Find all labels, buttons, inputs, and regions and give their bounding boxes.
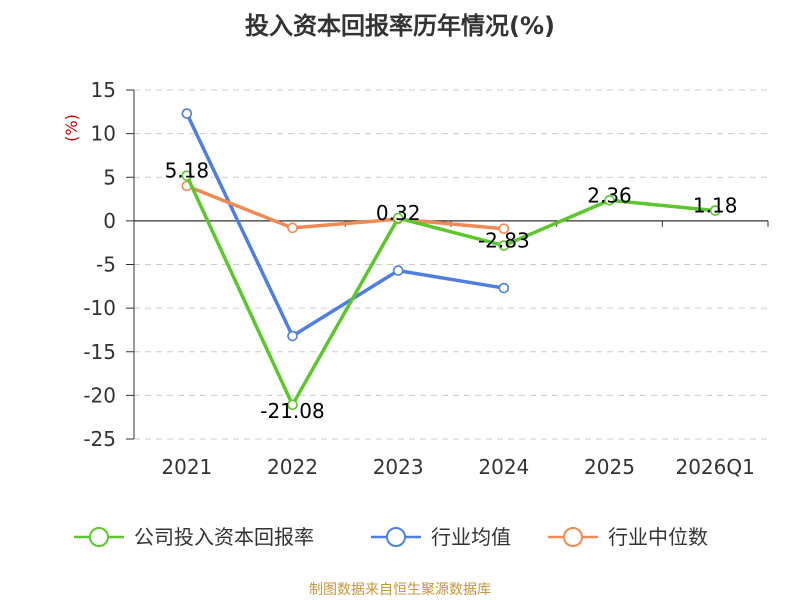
- legend-item: 行业中位数: [548, 525, 708, 549]
- data-label: 5.18: [165, 159, 210, 183]
- data-label: -2.83: [478, 229, 530, 253]
- y-tick-label: -10: [83, 296, 116, 320]
- legend-marker: [89, 527, 109, 547]
- data-point: [287, 222, 298, 234]
- y-tick-label: -20: [83, 383, 116, 407]
- series-line-0: [185, 174, 716, 407]
- data-point: [181, 170, 193, 181]
- legend: 公司投入资本回报率 行业均值 行业中位数: [74, 525, 708, 549]
- x-tick-label: 2025: [584, 455, 635, 479]
- legend-item: 公司投入资本回报率: [74, 525, 314, 549]
- y-tick-label: 10: [91, 122, 116, 146]
- data-point: [287, 399, 298, 411]
- x-tick-label: 2022: [267, 455, 318, 479]
- data-point: [604, 194, 615, 206]
- y-tick-label: -15: [83, 340, 116, 364]
- y-axis-label: (%): [62, 114, 81, 142]
- data-label: -21.08: [260, 399, 324, 423]
- data-point: [709, 205, 721, 216]
- x-tick-label: 2021: [161, 455, 212, 479]
- grid-lines: [126, 89, 768, 440]
- legend-label: 行业均值: [431, 525, 511, 549]
- source-note: 制图数据来自恒生聚源数据库: [309, 582, 491, 598]
- y-tick-labels: 15 10 5 0 -5 -10 -15 -20 -25: [83, 78, 116, 451]
- data-point: [392, 212, 404, 224]
- series-lines: [181, 108, 721, 411]
- data-label: 2.36: [587, 183, 632, 207]
- x-tick-label: 2023: [373, 455, 424, 479]
- data-label: 1.18: [693, 194, 738, 218]
- legend-item: 行业均值: [371, 525, 511, 549]
- series-line-1: [185, 112, 505, 338]
- data-point: [498, 223, 510, 235]
- data-labels: 5.18 -21.08 0.32 -2.83 2.36 1.18: [165, 159, 738, 423]
- y-tick-label: -5: [96, 253, 116, 277]
- legend-marker: [563, 527, 583, 547]
- x-tick-label: 2024: [478, 455, 529, 479]
- y-tick-label: 5: [103, 165, 116, 189]
- legend-marker: [386, 527, 406, 547]
- series-line-2: [186, 184, 504, 231]
- y-tick-label: 0: [103, 209, 116, 233]
- data-point: [181, 108, 193, 119]
- legend-label: 行业中位数: [608, 525, 708, 549]
- y-tick-label: -25: [83, 427, 116, 451]
- data-point: [287, 330, 298, 342]
- data-point: [392, 265, 404, 276]
- y-tick-label: 15: [91, 78, 116, 102]
- chart-title: 投入资本回报率历年情况(%): [245, 12, 555, 40]
- data-point: [498, 282, 510, 294]
- data-point: [498, 240, 510, 251]
- x-tick-labels: 2021 2022 2023 2024 2025 2026Q1: [161, 455, 754, 479]
- data-label: 0.32: [376, 201, 421, 225]
- legend-label: 公司投入资本回报率: [134, 525, 314, 549]
- x-tick-label: 2026Q1: [675, 455, 754, 479]
